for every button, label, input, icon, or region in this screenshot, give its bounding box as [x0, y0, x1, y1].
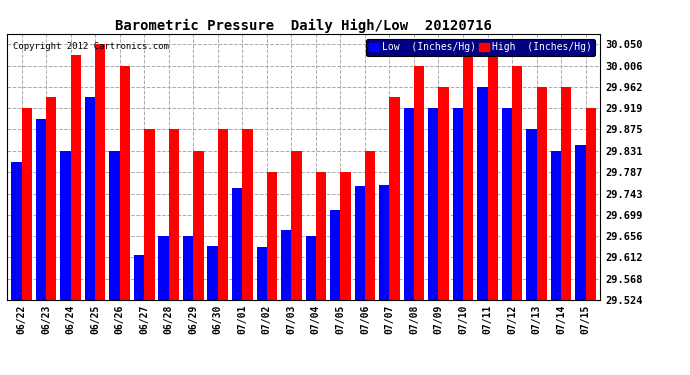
Bar	[355, 186, 365, 300]
Bar	[46, 98, 57, 300]
Bar	[242, 129, 253, 300]
Bar	[36, 119, 46, 300]
Bar	[438, 87, 449, 300]
Bar	[291, 151, 302, 300]
Bar	[183, 236, 193, 300]
Bar	[330, 210, 340, 300]
Legend: Low  (Inches/Hg), High  (Inches/Hg): Low (Inches/Hg), High (Inches/Hg)	[366, 39, 595, 56]
Bar	[267, 172, 277, 300]
Bar	[11, 162, 21, 300]
Bar	[208, 246, 218, 300]
Bar	[526, 129, 537, 300]
Bar	[512, 66, 522, 300]
Bar	[453, 108, 463, 300]
Bar	[60, 151, 70, 300]
Bar	[232, 188, 242, 300]
Bar	[379, 185, 389, 300]
Bar	[575, 145, 586, 300]
Bar	[477, 87, 488, 300]
Bar	[561, 87, 571, 300]
Bar	[414, 66, 424, 300]
Bar	[551, 151, 561, 300]
Bar	[169, 129, 179, 300]
Title: Barometric Pressure  Daily High/Low  20120716: Barometric Pressure Daily High/Low 20120…	[115, 18, 492, 33]
Bar	[502, 108, 512, 300]
Bar	[488, 45, 497, 300]
Bar	[134, 255, 144, 300]
Bar	[404, 108, 414, 300]
Bar	[306, 236, 316, 300]
Bar	[389, 98, 400, 300]
Bar	[428, 108, 438, 300]
Bar	[70, 55, 81, 300]
Bar	[110, 151, 119, 300]
Bar	[144, 129, 155, 300]
Bar	[218, 129, 228, 300]
Bar	[193, 151, 204, 300]
Bar	[159, 236, 169, 300]
Bar	[95, 45, 106, 300]
Bar	[281, 230, 291, 300]
Bar	[365, 151, 375, 300]
Bar	[340, 172, 351, 300]
Bar	[463, 45, 473, 300]
Bar	[586, 108, 596, 300]
Bar	[537, 87, 547, 300]
Bar	[257, 246, 267, 300]
Bar	[21, 108, 32, 300]
Bar	[316, 172, 326, 300]
Bar	[119, 66, 130, 300]
Text: Copyright 2012 Cartronics.com: Copyright 2012 Cartronics.com	[13, 42, 169, 51]
Bar	[85, 98, 95, 300]
